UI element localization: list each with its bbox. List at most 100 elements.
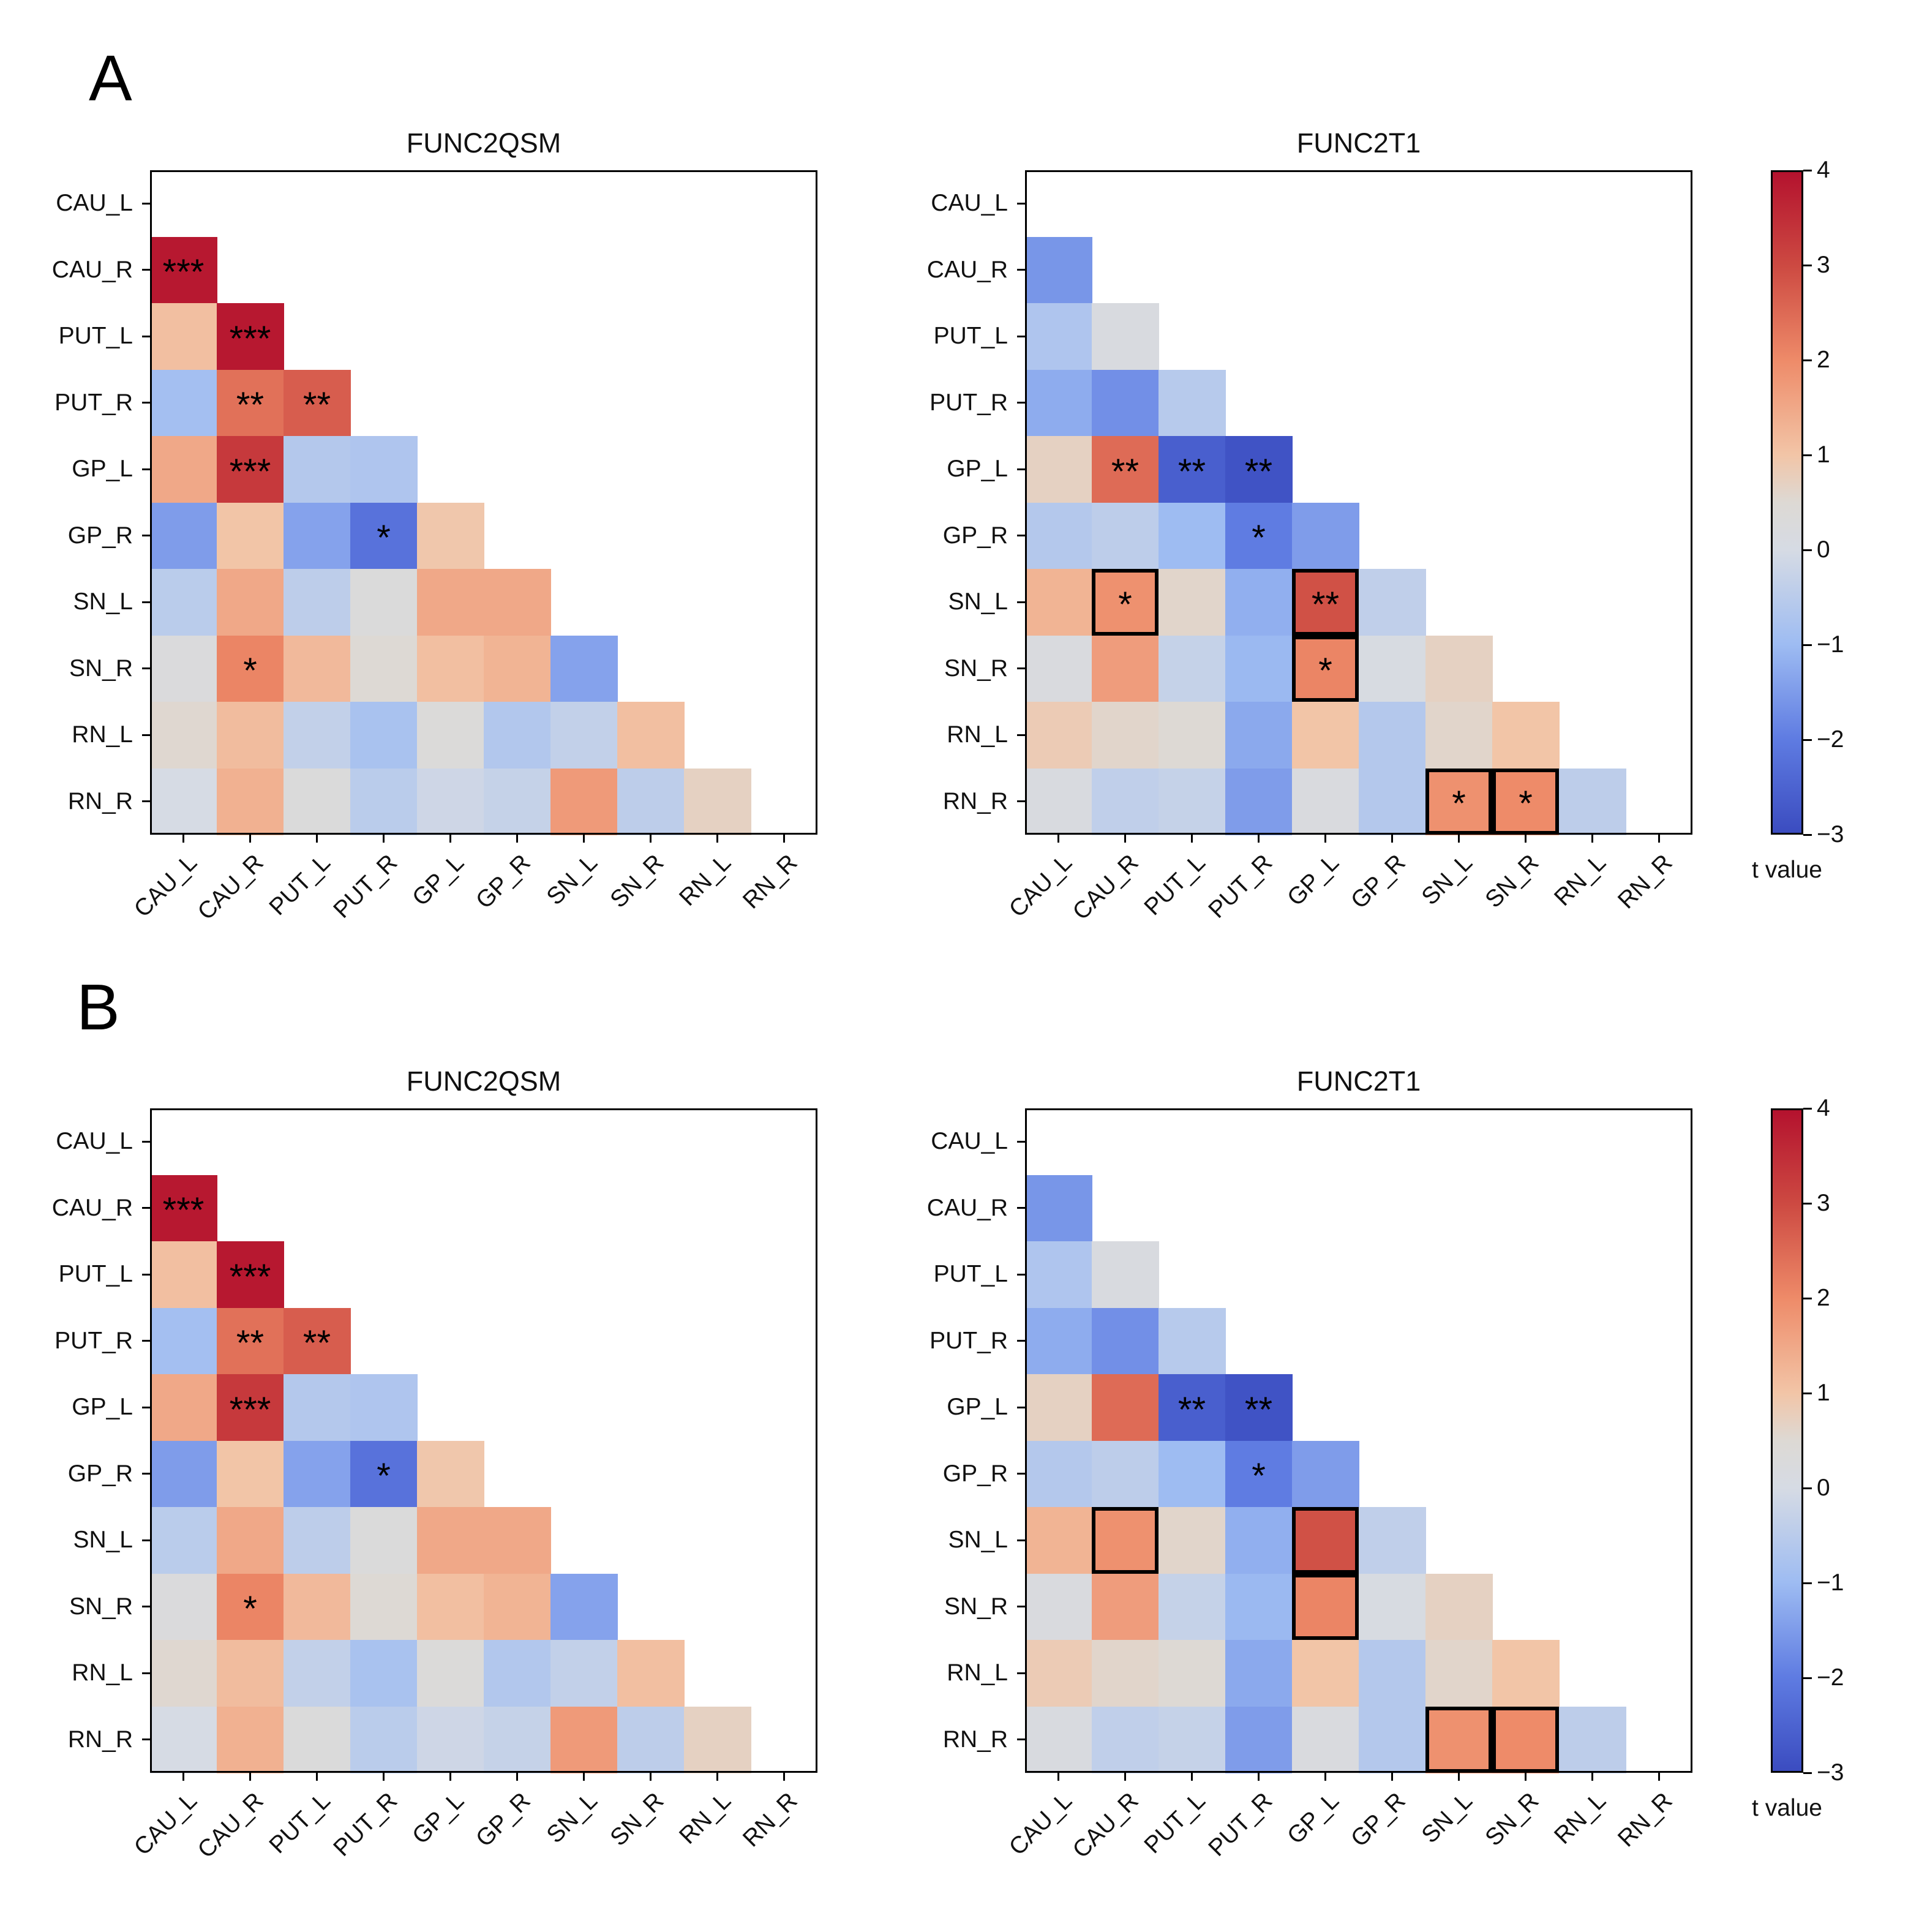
- heatmap-cell: [1092, 569, 1159, 636]
- heatmap-cell: [1225, 1374, 1293, 1441]
- y-axis-tick: [1017, 1207, 1025, 1209]
- heatmap-cell: [1292, 1507, 1359, 1574]
- y-tick-label: GP_L: [72, 456, 133, 483]
- heatmap-cell: [417, 1640, 484, 1707]
- x-tick-label: PUT_R: [1203, 1787, 1277, 1862]
- heatmap-cell: [1225, 1706, 1293, 1773]
- heatmap-cell: [217, 1307, 284, 1375]
- heatmap-cell: [1025, 1640, 1092, 1707]
- heatmap-cell: [1092, 768, 1159, 835]
- heatmap-cell: [1159, 1573, 1226, 1641]
- colorbar-tick: [1803, 1202, 1812, 1205]
- heatmap-cell: [550, 768, 618, 835]
- x-tick-label: CAU_L: [1004, 1787, 1077, 1861]
- panel-title: FUNC2QSM: [406, 1066, 561, 1097]
- heatmap-cell: [350, 1374, 418, 1441]
- x-tick-label: CAU_R: [1068, 849, 1144, 925]
- colorbar-tick: [1803, 264, 1812, 266]
- heatmap-cell: [484, 1573, 551, 1641]
- heatmap-cell: [150, 436, 217, 503]
- heatmap-cell: [1159, 436, 1226, 503]
- heatmap-cell: [350, 569, 418, 636]
- significance-marker: **: [236, 385, 265, 426]
- y-tick-label: CAU_L: [56, 1128, 133, 1155]
- significance-marker: *: [1118, 584, 1132, 625]
- x-axis-tick: [316, 1773, 318, 1781]
- heatmap-cell: [1359, 635, 1426, 702]
- x-axis-tick: [449, 1773, 451, 1781]
- y-tick-label: RN_R: [67, 1726, 133, 1753]
- significance-marker: ***: [229, 1389, 271, 1430]
- panel-title: FUNC2QSM: [406, 127, 561, 159]
- y-axis-tick: [1017, 800, 1025, 803]
- x-axis-tick: [249, 835, 251, 843]
- heatmap-cell: [1159, 1640, 1226, 1707]
- x-tick-label: GP_L: [1282, 849, 1344, 911]
- heatmap-cell: [1025, 236, 1092, 304]
- x-tick-label: PUT_R: [328, 1787, 402, 1862]
- y-axis-tick: [1017, 202, 1025, 205]
- colorbar-tick: [1803, 454, 1812, 456]
- heatmap-cell: [1159, 1440, 1226, 1508]
- heatmap-cell: [1225, 1440, 1293, 1508]
- y-tick-label: SN_R: [944, 1593, 1008, 1620]
- y-tick-label: GP_L: [72, 1394, 133, 1421]
- significance-marker: **: [302, 1323, 331, 1364]
- colorbar-tick-label: 3: [1817, 252, 1830, 278]
- heatmap-cell: [284, 1706, 351, 1773]
- heatmap-cell: [1025, 436, 1092, 503]
- x-tick-label: RN_L: [674, 849, 736, 911]
- x-axis-tick: [783, 1773, 785, 1781]
- heatmap-cell: [350, 1507, 418, 1574]
- x-axis-tick: [516, 1773, 518, 1781]
- significance-marker: ***: [229, 1257, 271, 1297]
- heatmap-cell: [350, 1440, 418, 1508]
- significance-box: [1292, 569, 1359, 636]
- x-axis-tick: [182, 1773, 184, 1781]
- heatmap-cell: [217, 1706, 284, 1773]
- heatmap-cell: [1092, 1440, 1159, 1508]
- heatmap-cell: [1025, 1706, 1092, 1773]
- x-axis-tick: [650, 835, 652, 843]
- heatmap-cell: [1492, 1706, 1560, 1773]
- heatmap-cell: [217, 1241, 284, 1309]
- heatmap-cell: [417, 502, 484, 569]
- colorbar-tick-label: 2: [1817, 1285, 1830, 1311]
- x-tick-label: RN_L: [1549, 849, 1611, 911]
- heatmap-cell: [1225, 1573, 1293, 1641]
- x-tick-label: RN_R: [738, 849, 803, 914]
- heatmap-cell: [684, 1706, 751, 1773]
- y-tick-label: CAU_R: [926, 1194, 1008, 1221]
- y-axis-tick: [142, 1672, 150, 1674]
- heatmap-cell: [350, 436, 418, 503]
- heatmap-cell: [617, 768, 685, 835]
- heatmap-cell: [1025, 569, 1092, 636]
- heatmap-cell: [484, 1706, 551, 1773]
- y-tick-label: SN_L: [948, 588, 1008, 615]
- heatmap-cell: [484, 768, 551, 835]
- x-axis-tick: [1057, 1773, 1059, 1781]
- significance-marker: *: [377, 518, 391, 558]
- heatmap-cell: [1025, 1374, 1092, 1441]
- heatmap-cell: [550, 1573, 618, 1641]
- x-axis-tick: [1658, 1773, 1660, 1781]
- heatmap-cell: [417, 1573, 484, 1641]
- heatmap-cell: [217, 768, 284, 835]
- x-tick-label: RN_L: [674, 1787, 736, 1849]
- significance-marker: **: [1244, 451, 1273, 492]
- x-tick-label: SN_L: [1416, 849, 1478, 911]
- heatmap-cell: [1092, 1241, 1159, 1309]
- y-axis-tick: [1017, 269, 1025, 271]
- x-axis-tick: [1124, 835, 1126, 843]
- colorbar-tick-label: 4: [1817, 157, 1830, 183]
- x-axis-tick: [650, 1773, 652, 1781]
- colorbar-gradient: [1771, 1108, 1803, 1773]
- significance-marker: **: [302, 385, 331, 426]
- y-axis-tick: [142, 402, 150, 404]
- significance-box: [1492, 1706, 1559, 1773]
- y-tick-label: PUT_L: [933, 1261, 1008, 1288]
- y-tick-label: RN_L: [947, 721, 1008, 748]
- colorbar-tick-label: 0: [1817, 1475, 1830, 1501]
- y-axis-tick: [1017, 1473, 1025, 1475]
- y-axis-tick: [1017, 402, 1025, 404]
